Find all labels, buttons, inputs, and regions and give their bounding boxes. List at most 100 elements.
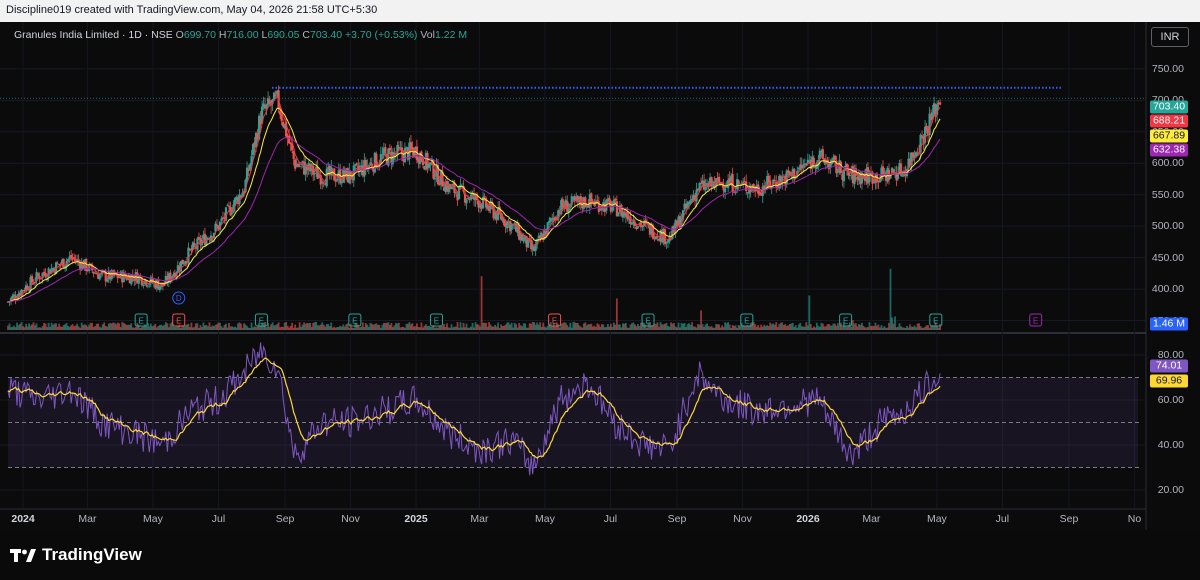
volume-bar [100,327,103,330]
candle-body [570,196,573,205]
volume-bar [919,326,922,330]
candle-body [857,173,861,181]
volume-bar [375,323,378,330]
candle-body [351,178,354,180]
last-price-tag: 703.40 [1150,100,1188,114]
volume-bar [253,326,256,330]
volume-bar [528,323,531,330]
volume-bar [186,324,188,330]
volume-bar [587,324,590,330]
volume-bar [337,326,340,330]
volume-bar [644,324,647,330]
volume-bar [658,326,660,330]
volume-bar [310,326,313,330]
volume-bar [267,323,269,330]
volume-bar [292,327,295,330]
candle-body [30,276,34,283]
volume-bar [130,323,133,330]
volume-bar [674,326,677,330]
volume-bar [546,325,549,330]
volume-bar [285,322,288,330]
candle-body [164,275,167,284]
candle-body [154,281,157,289]
volume-bar [512,327,515,330]
candle-body [303,161,306,175]
volume-bar [731,324,734,330]
candle-body [537,236,540,239]
volume-bar [537,324,540,330]
volume-bar [241,327,244,330]
close-value: 703.40 [310,29,343,41]
volume-bar [539,322,542,330]
rsi-ma-value-tag: 69.96 [1150,374,1188,388]
volume-bar [149,323,152,330]
candle-body [266,98,270,105]
volume-bar [390,322,393,330]
volume-bar [928,327,931,330]
candle-body [181,259,184,265]
currency-button[interactable]: INR [1151,27,1189,47]
volume-bar [128,324,131,330]
candle-body [766,176,769,189]
volume-bar [833,323,836,330]
candle-body [95,273,98,275]
candle-body [64,265,67,269]
volume-bar [199,325,202,330]
volume-bar [348,327,351,330]
candle-body [880,167,883,180]
rsi-axis-label: 60.00 [1157,394,1184,406]
volume-bar [382,322,385,330]
volume-bar [683,322,686,330]
volume-bar [912,326,914,330]
candle-body [799,164,802,170]
volume-bar [776,326,779,330]
candle-body [608,197,611,202]
volume-bar [695,327,698,330]
candle-body [736,179,739,190]
candle-body [456,194,459,201]
candle-body [746,192,749,194]
volume-bar [503,325,506,330]
candle-body [468,198,471,200]
candle-body [731,174,734,193]
volume-bar [506,322,509,330]
candle-body [109,270,112,280]
candle-body [575,197,578,200]
volume-bar [585,325,588,330]
candle-body [149,276,152,284]
volume-bar [139,327,142,330]
volume-bar [133,327,136,330]
volume-bar [521,326,524,330]
candle-body [573,196,576,201]
candle-body [418,153,422,164]
volume-bar [542,322,545,330]
volume-bar [52,324,55,330]
candle-body [366,166,369,171]
candle-body [498,206,501,214]
candle-body [336,178,339,181]
volume-bar [425,324,427,330]
volume-bar [650,325,653,330]
candle-body [677,216,680,226]
volume-bar [892,323,895,330]
volume-bar [249,327,251,330]
price-axis-label: 600.00 [1151,157,1184,170]
volume-bar [400,326,403,330]
volume-bar [488,322,490,330]
earnings-marker-icon [172,313,186,327]
volume-bar [56,326,59,330]
candle-body [908,158,912,166]
volume-bar [497,322,500,330]
candle-body [471,192,474,196]
candle-body [758,191,761,195]
volume-bar [410,324,412,330]
volume-bar [788,324,791,330]
low-label: L [261,29,268,41]
candle-body [18,292,22,296]
candle-body [889,174,892,179]
candle-body [683,203,686,210]
volume-bar [745,325,748,330]
volume-bar [213,326,215,330]
volume-bar [797,324,800,330]
